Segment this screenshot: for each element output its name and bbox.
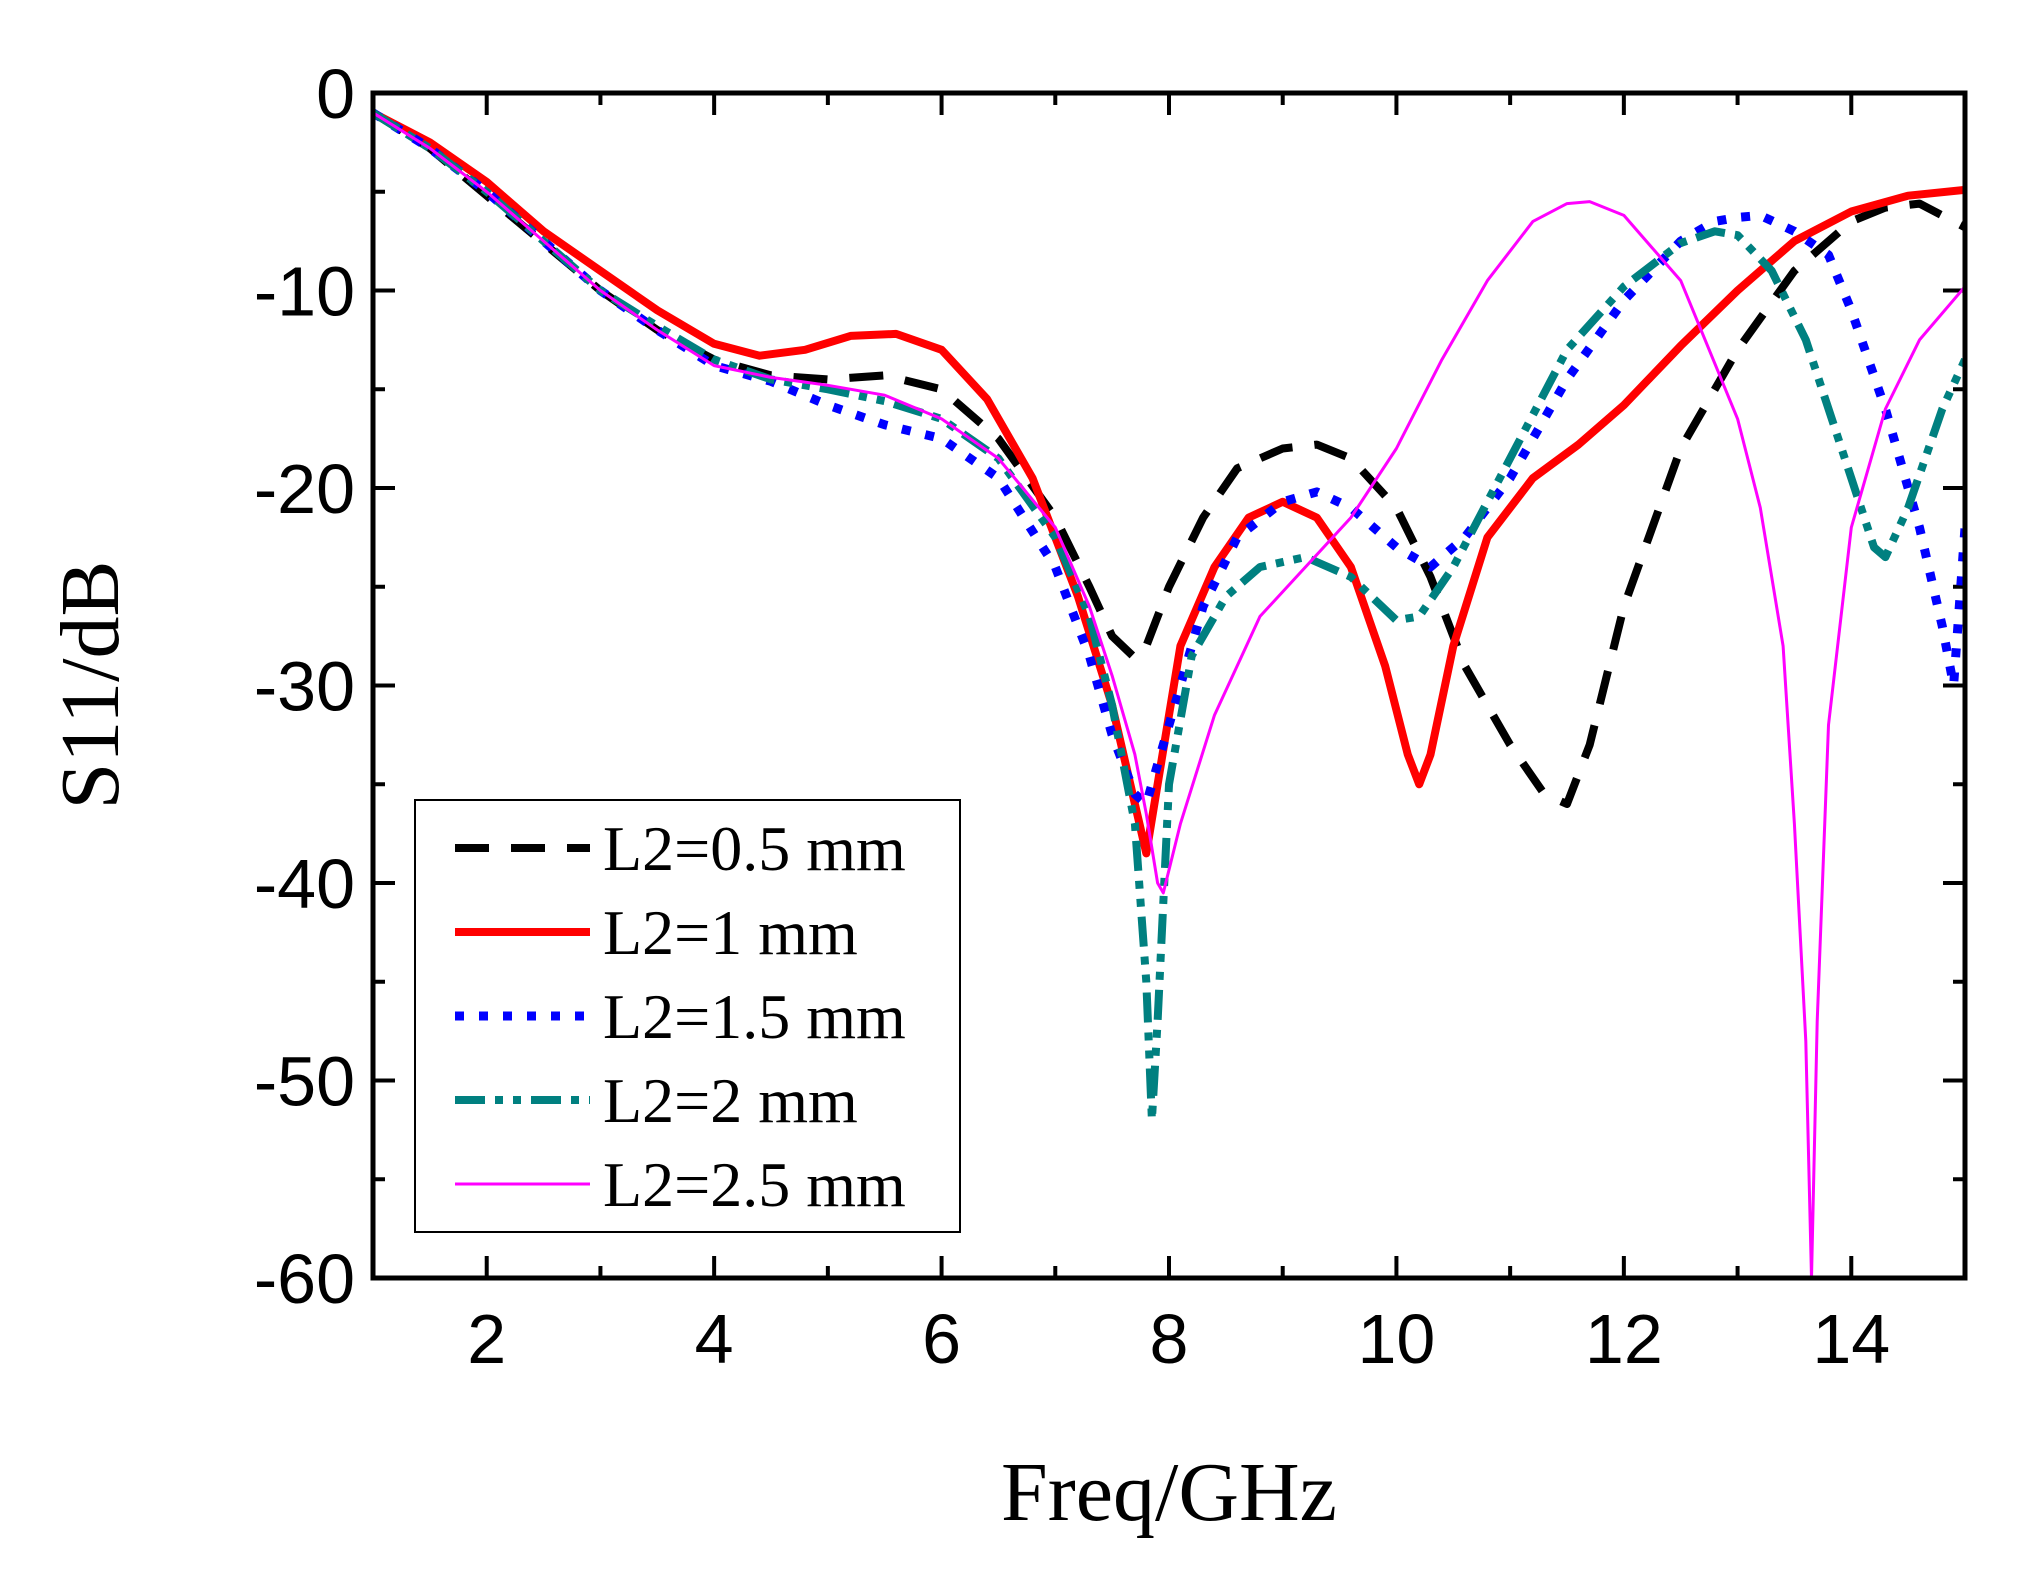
x-tick-label: 4 bbox=[695, 1300, 734, 1378]
x-tick-label: 12 bbox=[1585, 1300, 1663, 1378]
legend-label: L2=1.5 mm bbox=[603, 981, 906, 1052]
x-axis-title: Freq/GHz bbox=[1001, 1446, 1337, 1539]
x-tick-label: 2 bbox=[467, 1300, 506, 1378]
x-tick-label: 10 bbox=[1357, 1300, 1435, 1378]
tick-labels: 2 4 6 8 10 12 14 0 -10 -20 -30 -40 -50 -60 bbox=[254, 55, 1890, 1378]
y-tick-label: -20 bbox=[254, 450, 355, 528]
y-tick-label: -60 bbox=[254, 1240, 355, 1318]
y-tick-label: -10 bbox=[254, 253, 355, 331]
legend-label: L2=1 mm bbox=[603, 897, 858, 968]
legend-label: L2=2 mm bbox=[603, 1065, 858, 1136]
y-tick-label: -50 bbox=[254, 1043, 355, 1121]
series-line-1 bbox=[373, 109, 1965, 808]
x-tick-label: 8 bbox=[1150, 1300, 1189, 1378]
legend-label: L2=0.5 mm bbox=[603, 813, 906, 884]
y-tick-label: 0 bbox=[316, 55, 355, 133]
series-line-5 bbox=[373, 111, 1965, 1278]
x-tick-label: 6 bbox=[922, 1300, 961, 1378]
y-tick-label: -30 bbox=[254, 648, 355, 726]
series-line-2 bbox=[373, 109, 1965, 858]
x-tick-label: 14 bbox=[1812, 1300, 1890, 1378]
legend-label: L2=2.5 mm bbox=[603, 1149, 906, 1220]
y-tick-label: -40 bbox=[254, 845, 355, 923]
legend: L2=0.5 mm L2=1 mm L2=1.5 mm L2=2 mm L2=2.5 m… bbox=[414, 799, 961, 1233]
y-axis-title: S11/dB bbox=[44, 561, 137, 810]
series-lines bbox=[373, 108, 1965, 1278]
plot-frame bbox=[370, 90, 1968, 1281]
